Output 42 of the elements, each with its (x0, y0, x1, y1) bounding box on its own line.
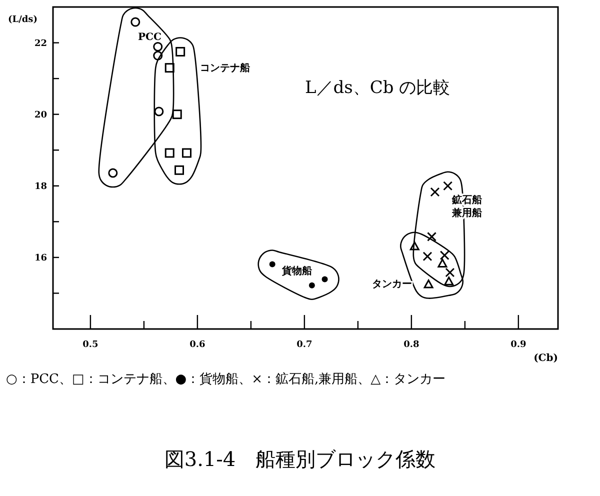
point (154, 106, 164, 116)
point (427, 232, 436, 242)
point (438, 258, 448, 268)
point (422, 252, 432, 262)
point (445, 268, 455, 278)
annotation: PCC (138, 32, 162, 43)
point (440, 250, 450, 260)
y-tick-label: 20 (34, 110, 47, 120)
point (430, 187, 440, 197)
x-tick-label: 0.6 (190, 340, 206, 350)
point (322, 276, 328, 282)
point (176, 46, 186, 56)
point (153, 42, 163, 52)
point (174, 165, 184, 175)
point (130, 17, 140, 27)
text: L／ds、Cb の比較 (305, 78, 450, 98)
point (269, 261, 276, 268)
y-axis-title: (L/ds) (8, 15, 38, 25)
point (444, 276, 454, 286)
point (108, 168, 118, 178)
y-tick-label: 22 (34, 38, 47, 49)
x-tick-label: 0.8 (404, 340, 420, 350)
annotation: 貨物船 (281, 265, 312, 277)
x-axis-title: (Cb) (534, 353, 558, 364)
x-tick-label: 0.5 (82, 340, 98, 350)
text: ○：PCC、□：コンテナ船、●：貨物船、×：鉱石船,兼用船、△：タンカー (6, 372, 446, 387)
annotation: タンカー (372, 279, 412, 290)
annotation: コンテナ船 (200, 62, 250, 74)
x-tick-label: 0.7 (296, 340, 312, 350)
point (410, 242, 420, 250)
point (164, 63, 174, 73)
x-tick-label: 0.9 (510, 340, 526, 350)
point (424, 280, 434, 288)
y-tick-label: 18 (34, 182, 47, 192)
point (153, 50, 163, 60)
point (182, 148, 192, 158)
caption: 図3.1-4 船種別ブロック係数 (164, 447, 436, 471)
point (443, 181, 453, 191)
point (172, 110, 182, 120)
y-tick-label: 16 (34, 253, 47, 264)
point (164, 148, 174, 158)
point (308, 282, 315, 288)
